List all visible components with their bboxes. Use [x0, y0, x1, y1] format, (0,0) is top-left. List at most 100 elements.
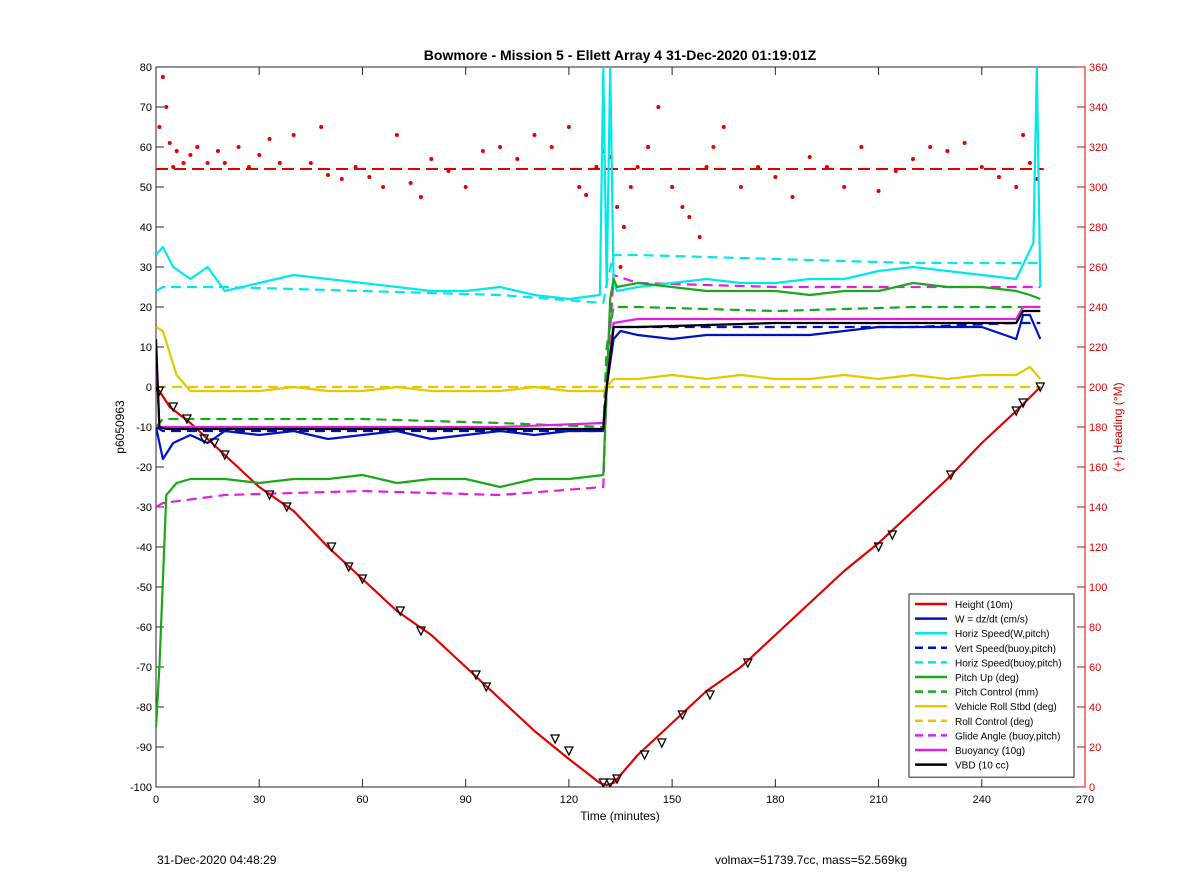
triangle-marker — [181, 414, 193, 425]
heading-point — [910, 157, 915, 161]
y-tick-label-left: 30 — [140, 262, 152, 274]
y-tick-label-right: 180 — [1089, 422, 1107, 434]
legend-entry: Vehicle Roll Stbd (deg) — [955, 702, 1057, 713]
triangle-marker — [1035, 382, 1046, 393]
y-tick-label-right: 0 — [1089, 782, 1095, 794]
triangle-marker — [415, 626, 426, 637]
heading-point — [594, 165, 599, 169]
triangle-marker — [1018, 398, 1029, 409]
heading-point — [687, 215, 692, 219]
heading-point — [549, 145, 554, 149]
series-line-horiz-speed-w-pitch — [156, 67, 1042, 301]
triangle-marker — [343, 562, 354, 573]
y-tick-label-left: 70 — [140, 102, 152, 114]
x-tick-label: 120 — [560, 794, 578, 806]
heading-point — [1014, 185, 1019, 189]
series-line-vert-speed-buoy-pitch — [156, 321, 1041, 433]
heading-point — [418, 195, 423, 199]
heading-point — [697, 235, 702, 239]
heading-point — [246, 165, 251, 169]
triangle-marker — [598, 778, 609, 787]
heading-point — [463, 185, 468, 189]
heading-point — [353, 165, 358, 169]
heading-point — [429, 157, 434, 161]
heading-point — [628, 185, 633, 189]
heading-point — [711, 145, 716, 149]
heading-point — [566, 125, 571, 129]
heading-point — [181, 161, 186, 165]
y-tick-label-left: -10 — [136, 422, 152, 434]
y-tick-label-left: 20 — [140, 302, 152, 314]
y-tick-label-left: 80 — [140, 62, 152, 74]
heading-point — [319, 125, 324, 129]
y-tick-label-left: -70 — [136, 662, 152, 674]
series-line-buoyancy-10g — [156, 305, 1041, 429]
legend-entry: W = dz/dt (cm/s) — [955, 615, 1028, 626]
heading-point — [215, 149, 220, 153]
triangle-marker — [470, 670, 482, 681]
triangle-marker — [199, 434, 210, 445]
legend-entry: Height (10m) — [955, 600, 1013, 611]
heading-point — [157, 125, 162, 129]
heading-point — [721, 125, 726, 129]
triangle-marker — [219, 450, 230, 461]
y-tick-label-left: 40 — [140, 222, 152, 234]
series-group — [156, 67, 1046, 787]
heading-point — [996, 175, 1001, 179]
heading-point — [326, 173, 331, 177]
heading-point — [680, 205, 685, 209]
x-tick-label: 240 — [973, 794, 991, 806]
legend-entry: Pitch Control (mm) — [955, 688, 1038, 699]
y-tick-label-right: 40 — [1089, 702, 1101, 714]
x-tick-label: 210 — [869, 794, 887, 806]
legend-entry: Horiz Speed(buoy,pitch) — [955, 658, 1062, 669]
x-tick-label: 30 — [253, 794, 265, 806]
legend-entry: Horiz Speed(W,pitch) — [955, 629, 1049, 640]
heading-point — [339, 177, 344, 181]
heading-point — [532, 133, 537, 137]
triangle-marker — [656, 738, 667, 749]
x-tick-label: 60 — [356, 794, 368, 806]
heading-point — [945, 149, 950, 153]
heading-point — [621, 225, 626, 229]
y-tick-label-left: -40 — [136, 542, 152, 554]
heading-point — [171, 165, 176, 169]
x-tick-label: 0 — [153, 794, 159, 806]
y-tick-label-right: 280 — [1089, 222, 1107, 234]
heading-point — [160, 75, 165, 79]
heading-point — [205, 161, 210, 165]
y-tick-label-right: 80 — [1089, 622, 1101, 634]
legend-entry: Buoyancy (10g) — [955, 746, 1025, 757]
heading-point — [618, 265, 623, 269]
triangle-marker — [156, 386, 165, 397]
heading-point — [1021, 133, 1026, 137]
heading-point — [222, 161, 227, 165]
y-tick-label-left: -60 — [136, 622, 152, 634]
series-line-height-10m — [156, 386, 1042, 787]
triangle-marker — [605, 778, 616, 787]
heading-point — [876, 189, 881, 193]
footer-vehicle-info: volmax=51739.7cc, mass=52.569kg — [715, 853, 908, 867]
y-tick-label-right: 60 — [1089, 662, 1101, 674]
footer-timestamp: 31-Dec-2020 04:48:29 — [157, 853, 277, 867]
y-tick-label-right: 320 — [1089, 142, 1107, 154]
series-line-vehicle-roll-stbd-deg — [156, 326, 1042, 393]
y-axis-right-label: (+) Heading (°M) — [1111, 382, 1125, 471]
y-tick-label-right: 140 — [1089, 502, 1107, 514]
heading-point — [979, 165, 984, 169]
heading-point — [928, 145, 933, 149]
heading-point — [962, 141, 967, 145]
y-tick-label-right: 160 — [1089, 462, 1107, 474]
heading-point — [164, 105, 169, 109]
heading-point — [195, 145, 200, 149]
heading-point — [174, 149, 179, 153]
heading-point — [807, 155, 812, 159]
heading-point — [773, 175, 778, 179]
triangle-marker — [281, 502, 292, 513]
y-tick-label-right: 100 — [1089, 582, 1107, 594]
y-tick-label-left: 0 — [146, 382, 152, 394]
heading-point — [277, 161, 282, 165]
triangle-marker — [395, 606, 406, 617]
heading-point — [291, 133, 296, 137]
